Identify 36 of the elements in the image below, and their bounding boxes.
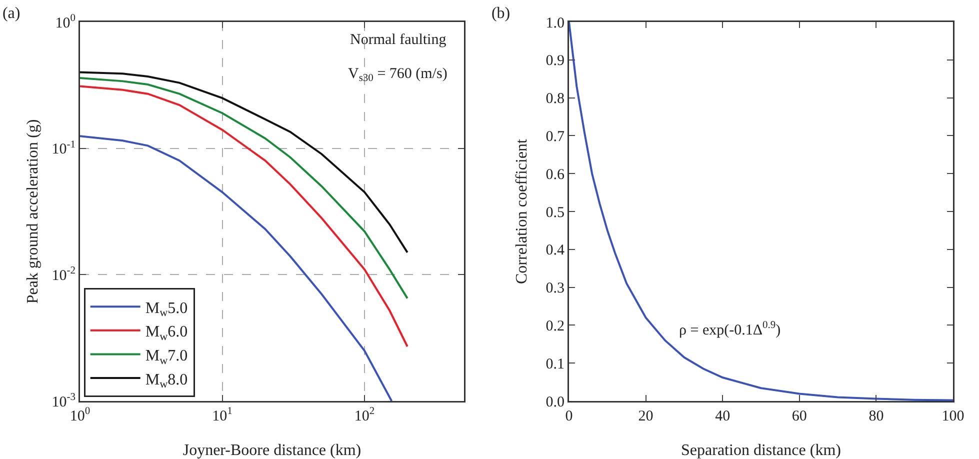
y-tick-label: 0.5 [546, 204, 564, 221]
line-series [569, 22, 953, 401]
x-tick-label: 60 [792, 408, 807, 424]
x-tick-label: 40 [715, 408, 730, 424]
y-tick-label: 0.3 [546, 280, 564, 297]
legend-label: M$_{w}$5.0 [145, 300, 188, 320]
annotation: V$_{s30}$ = 760 (m/s) [348, 66, 448, 84]
x-tick-label: 20 [638, 408, 654, 424]
y-axis-title: Correlation coefficient [514, 138, 530, 284]
x-tick-label: 100 [942, 408, 964, 424]
y-tick-label: 0.8 [546, 91, 564, 108]
y-tick-label: 0.9 [546, 53, 564, 70]
x-tick-label: 0 [565, 408, 573, 424]
annotation: Normal faulting [350, 32, 447, 48]
y-axis-title: Peak ground acceleration (g) [24, 119, 42, 304]
x-tick-label: 10$^{2}$ [354, 406, 375, 424]
chart-title: (b) [491, 5, 510, 22]
y-tick-label: 0.6 [546, 166, 565, 183]
x-tick-label: 10$^{1}$ [212, 406, 232, 424]
y-tick-label: 0.1 [546, 356, 564, 372]
chart-title: (a) [2, 5, 20, 22]
x-tick-label: 80 [868, 408, 884, 424]
y-tick-label: 10$^{-1}$ [52, 139, 76, 158]
y-tick-label: 1.0 [546, 15, 564, 32]
y-tick-label: 0.7 [546, 128, 565, 145]
y-tick-label: 10$^{-2}$ [52, 266, 76, 284]
y-tick-label: 10$^{0}$ [55, 12, 76, 32]
x-axis-title: Joyner-Boore distance (km) [182, 442, 362, 459]
legend-label: M$_{w}$8.0 [145, 371, 188, 391]
x-axis-title: Separation distance (km) [681, 442, 841, 459]
y-tick-label: 0.0 [546, 394, 564, 410]
legend-label: M$_{w}$6.0 [145, 324, 188, 344]
y-tick-label: 0.2 [546, 318, 564, 334]
annotation: ρ = exp(-0.1Δ$^{0.9}$) [679, 320, 781, 338]
y-tick-label: 0.4 [546, 242, 565, 259]
legend-label: M$_{w}$7.0 [145, 347, 188, 367]
